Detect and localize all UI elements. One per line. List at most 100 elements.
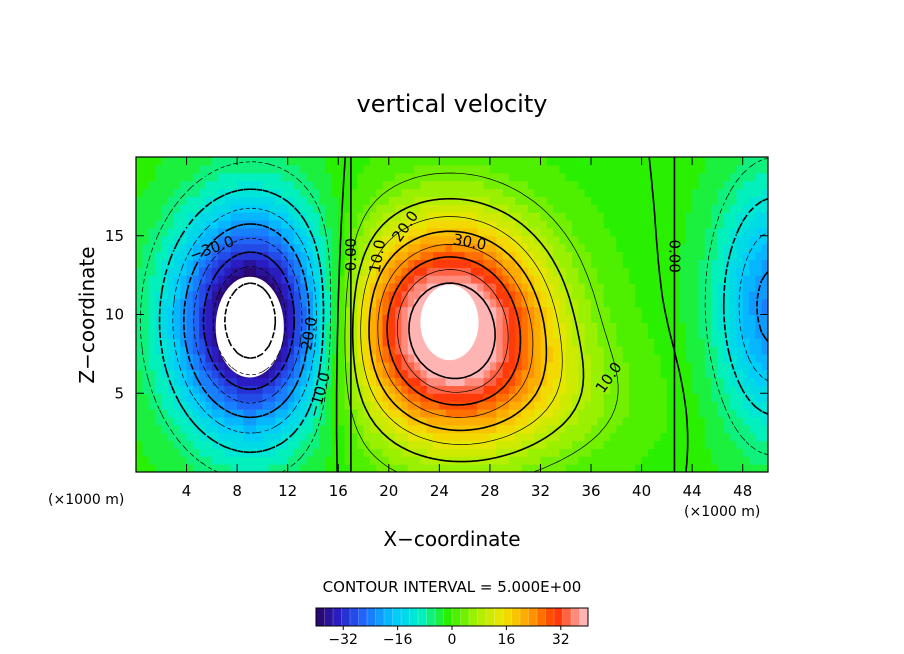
field-cell <box>331 290 339 300</box>
field-cell <box>679 180 687 190</box>
field-cell <box>565 180 573 190</box>
field-cell <box>527 172 535 182</box>
field-cell <box>325 322 333 331</box>
field-cell <box>287 353 295 363</box>
field-cell <box>439 188 447 197</box>
field-cell <box>597 353 605 363</box>
field-cell <box>730 448 737 457</box>
field-cell <box>262 235 270 245</box>
field-cell <box>711 251 719 260</box>
field-cell <box>483 346 491 355</box>
field-cell <box>395 361 403 371</box>
field-cell <box>439 164 447 174</box>
field-cell <box>414 464 421 472</box>
field-cell <box>167 456 175 465</box>
field-cell <box>180 188 188 197</box>
field-cell <box>489 275 497 284</box>
contour-line <box>368 230 548 432</box>
field-cell <box>136 361 143 371</box>
field-cell <box>628 346 636 355</box>
field-cell <box>584 393 592 402</box>
field-cell <box>717 283 725 292</box>
field-cell <box>628 361 636 371</box>
field-cell <box>635 322 643 331</box>
field-cell <box>249 409 257 418</box>
field-cell <box>363 314 371 323</box>
field-cell <box>376 275 384 284</box>
field-cell <box>628 259 636 268</box>
field-cell <box>641 212 649 221</box>
field-cell <box>407 283 415 292</box>
field-cell <box>565 188 573 197</box>
field-cell <box>281 172 289 182</box>
field-cell <box>692 267 700 276</box>
field-cell <box>401 172 409 182</box>
field-cell <box>300 369 308 379</box>
field-cell <box>635 180 643 190</box>
field-cell <box>698 157 706 166</box>
field-cell <box>319 377 327 386</box>
field-cell <box>679 361 687 371</box>
field-cell <box>148 456 156 465</box>
field-cell <box>407 275 415 284</box>
field-cell <box>521 385 529 394</box>
field-cell <box>294 409 301 418</box>
field-cell <box>502 361 510 371</box>
field-cell <box>730 369 737 379</box>
field-cell <box>281 157 289 166</box>
field-cell <box>439 401 447 410</box>
field-cell <box>603 361 611 371</box>
field-cell <box>698 267 706 276</box>
field-cell <box>584 188 592 197</box>
field-cell <box>666 464 674 472</box>
field-cell <box>256 227 263 237</box>
field-cell <box>755 275 763 284</box>
field-cell <box>180 424 188 434</box>
field-cell <box>749 424 756 434</box>
field-cell <box>426 377 434 386</box>
field-cell <box>578 180 586 190</box>
field-cell <box>344 180 352 190</box>
field-cell <box>749 416 756 426</box>
field-cell <box>628 393 636 402</box>
field-cell <box>755 220 763 229</box>
field-cell <box>401 314 409 323</box>
field-cell <box>610 172 617 182</box>
field-cell <box>180 377 188 386</box>
field-cell <box>224 409 232 418</box>
field-cell <box>692 283 700 292</box>
field-cell <box>148 353 156 363</box>
field-cell <box>685 290 693 300</box>
field-cell <box>401 338 409 347</box>
field-cell <box>477 409 485 418</box>
field-cell <box>420 464 428 472</box>
field-cell <box>376 432 384 442</box>
field-cell <box>559 306 567 316</box>
field-cell <box>407 314 415 323</box>
field-cell <box>148 180 156 190</box>
field-cell <box>711 235 719 245</box>
field-cell <box>382 322 390 331</box>
field-cell <box>489 385 497 394</box>
field-cell <box>508 330 516 339</box>
field-cell <box>268 369 276 379</box>
field-cell <box>237 424 245 434</box>
field-cell <box>704 322 712 331</box>
field-cell <box>730 212 737 221</box>
field-cell <box>376 259 384 268</box>
field-cell <box>395 290 403 300</box>
field-cell <box>647 275 655 284</box>
field-cell <box>338 157 346 166</box>
field-cell <box>628 385 636 394</box>
field-cell <box>603 338 611 347</box>
field-cell <box>679 314 687 323</box>
field-cell <box>142 369 150 379</box>
field-cell <box>230 456 238 465</box>
field-cell <box>167 172 175 182</box>
field-cell <box>749 188 756 197</box>
field-cell <box>268 259 276 268</box>
field-cell <box>565 227 573 237</box>
field-cell <box>136 275 143 284</box>
field-cell <box>458 196 466 205</box>
field-cell <box>736 330 744 339</box>
